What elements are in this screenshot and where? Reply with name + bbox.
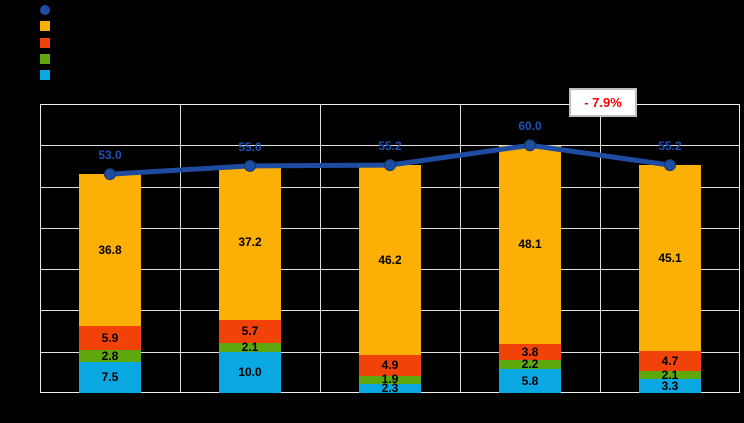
line-point-marker: [244, 159, 256, 172]
chart-legend: [0, 0, 200, 90]
gridline-horizontal: [40, 145, 740, 147]
bar-segment-label: 37.2: [238, 235, 262, 250]
line-point-marker: [104, 168, 116, 181]
bar-segment-label: 4.7: [661, 353, 679, 368]
gridline-vertical: [180, 104, 181, 393]
bar-segment-label: 1.9: [381, 372, 399, 387]
bar-segment-label: 5.7: [241, 323, 259, 338]
bar-segment-cyan-series: [359, 383, 421, 393]
bar-segment-green-series: [219, 343, 281, 352]
legend-marker-orangered-series-square-icon: [40, 37, 50, 48]
line-point-label: 55.2: [378, 139, 402, 154]
bar-segment-label: 46.2: [378, 252, 402, 267]
line-point-marker: [524, 139, 536, 152]
bar-segment-orangered-series: [359, 355, 421, 376]
gridline-vertical: [460, 104, 461, 393]
legend-marker-cyan-series-square-icon: [40, 70, 50, 81]
line-point-label: 53.0: [98, 148, 122, 163]
bar-segment-orange-series: [639, 165, 701, 352]
bar-segment-cyan-series: [219, 351, 281, 393]
bar-segment-label: 36.8: [98, 242, 122, 257]
plot-area: 7.5 2.8 5.9 36.8 10.0 2.1 5.7 37.2 2.3 1.9 4.9 46.2…: [40, 104, 740, 395]
bar-segment-label: 7.5: [101, 370, 119, 385]
bar-segment-label: 5.8: [521, 373, 539, 388]
bar-segment-green-series: [79, 350, 141, 363]
legend-marker-green-series-square-icon: [40, 53, 50, 64]
gridline-vertical: [320, 104, 321, 393]
total-line-svg: [104, 139, 676, 181]
bar-segment-orange-series: [359, 164, 421, 356]
bar-segment-label: 10.0: [238, 364, 262, 379]
bar-segment-green-series: [499, 359, 561, 370]
bar-segment-label: 5.9: [101, 330, 119, 345]
annotation-text: - 7.9%: [584, 95, 622, 110]
bar-segment-label: 2.2: [521, 357, 539, 371]
line-point-marker: [384, 159, 396, 172]
bar-segment-label: 48.1: [518, 237, 542, 252]
bar-segment-label: 2.8: [101, 348, 119, 363]
bar-segment-label: 3.8: [521, 344, 539, 359]
line-point-label: 60.0: [518, 119, 542, 134]
line-point-marker: [664, 159, 676, 172]
bar-segment-orangered-series: [639, 351, 701, 371]
bar-segment-label: 2.3: [381, 380, 399, 395]
bar-segment-label: 2.1: [241, 339, 259, 354]
bar-segment-green-series: [359, 375, 421, 384]
gridline-vertical: [600, 104, 601, 393]
line-point-label: 55.2: [658, 139, 682, 154]
bar-segment-cyan-series: [499, 369, 561, 393]
bar-segment-green-series: [639, 370, 701, 380]
bar-segment-orangered-series: [499, 344, 561, 360]
legend-marker-orange-series-square-icon: [40, 21, 50, 32]
line-point-label: 55.0: [238, 139, 262, 154]
bar-segment-orange-series: [499, 145, 561, 345]
bar-segment-orange-series: [79, 174, 141, 327]
legend-marker-total-line-circle-icon: [40, 5, 50, 15]
bar-segment-label: 45.1: [658, 250, 682, 265]
annotation-box: - 7.9%: [569, 88, 637, 117]
bar-segment-label: 3.3: [661, 378, 679, 393]
bar-segment-label: 4.9: [381, 358, 399, 373]
bar-segment-orange-series: [219, 165, 281, 320]
bar-segment-orangered-series: [79, 326, 141, 351]
bar-segment-label: 2.1: [661, 367, 679, 382]
bar-segment-orangered-series: [219, 319, 281, 344]
bar-segment-cyan-series: [79, 362, 141, 393]
bar-segment-cyan-series: [639, 379, 701, 393]
